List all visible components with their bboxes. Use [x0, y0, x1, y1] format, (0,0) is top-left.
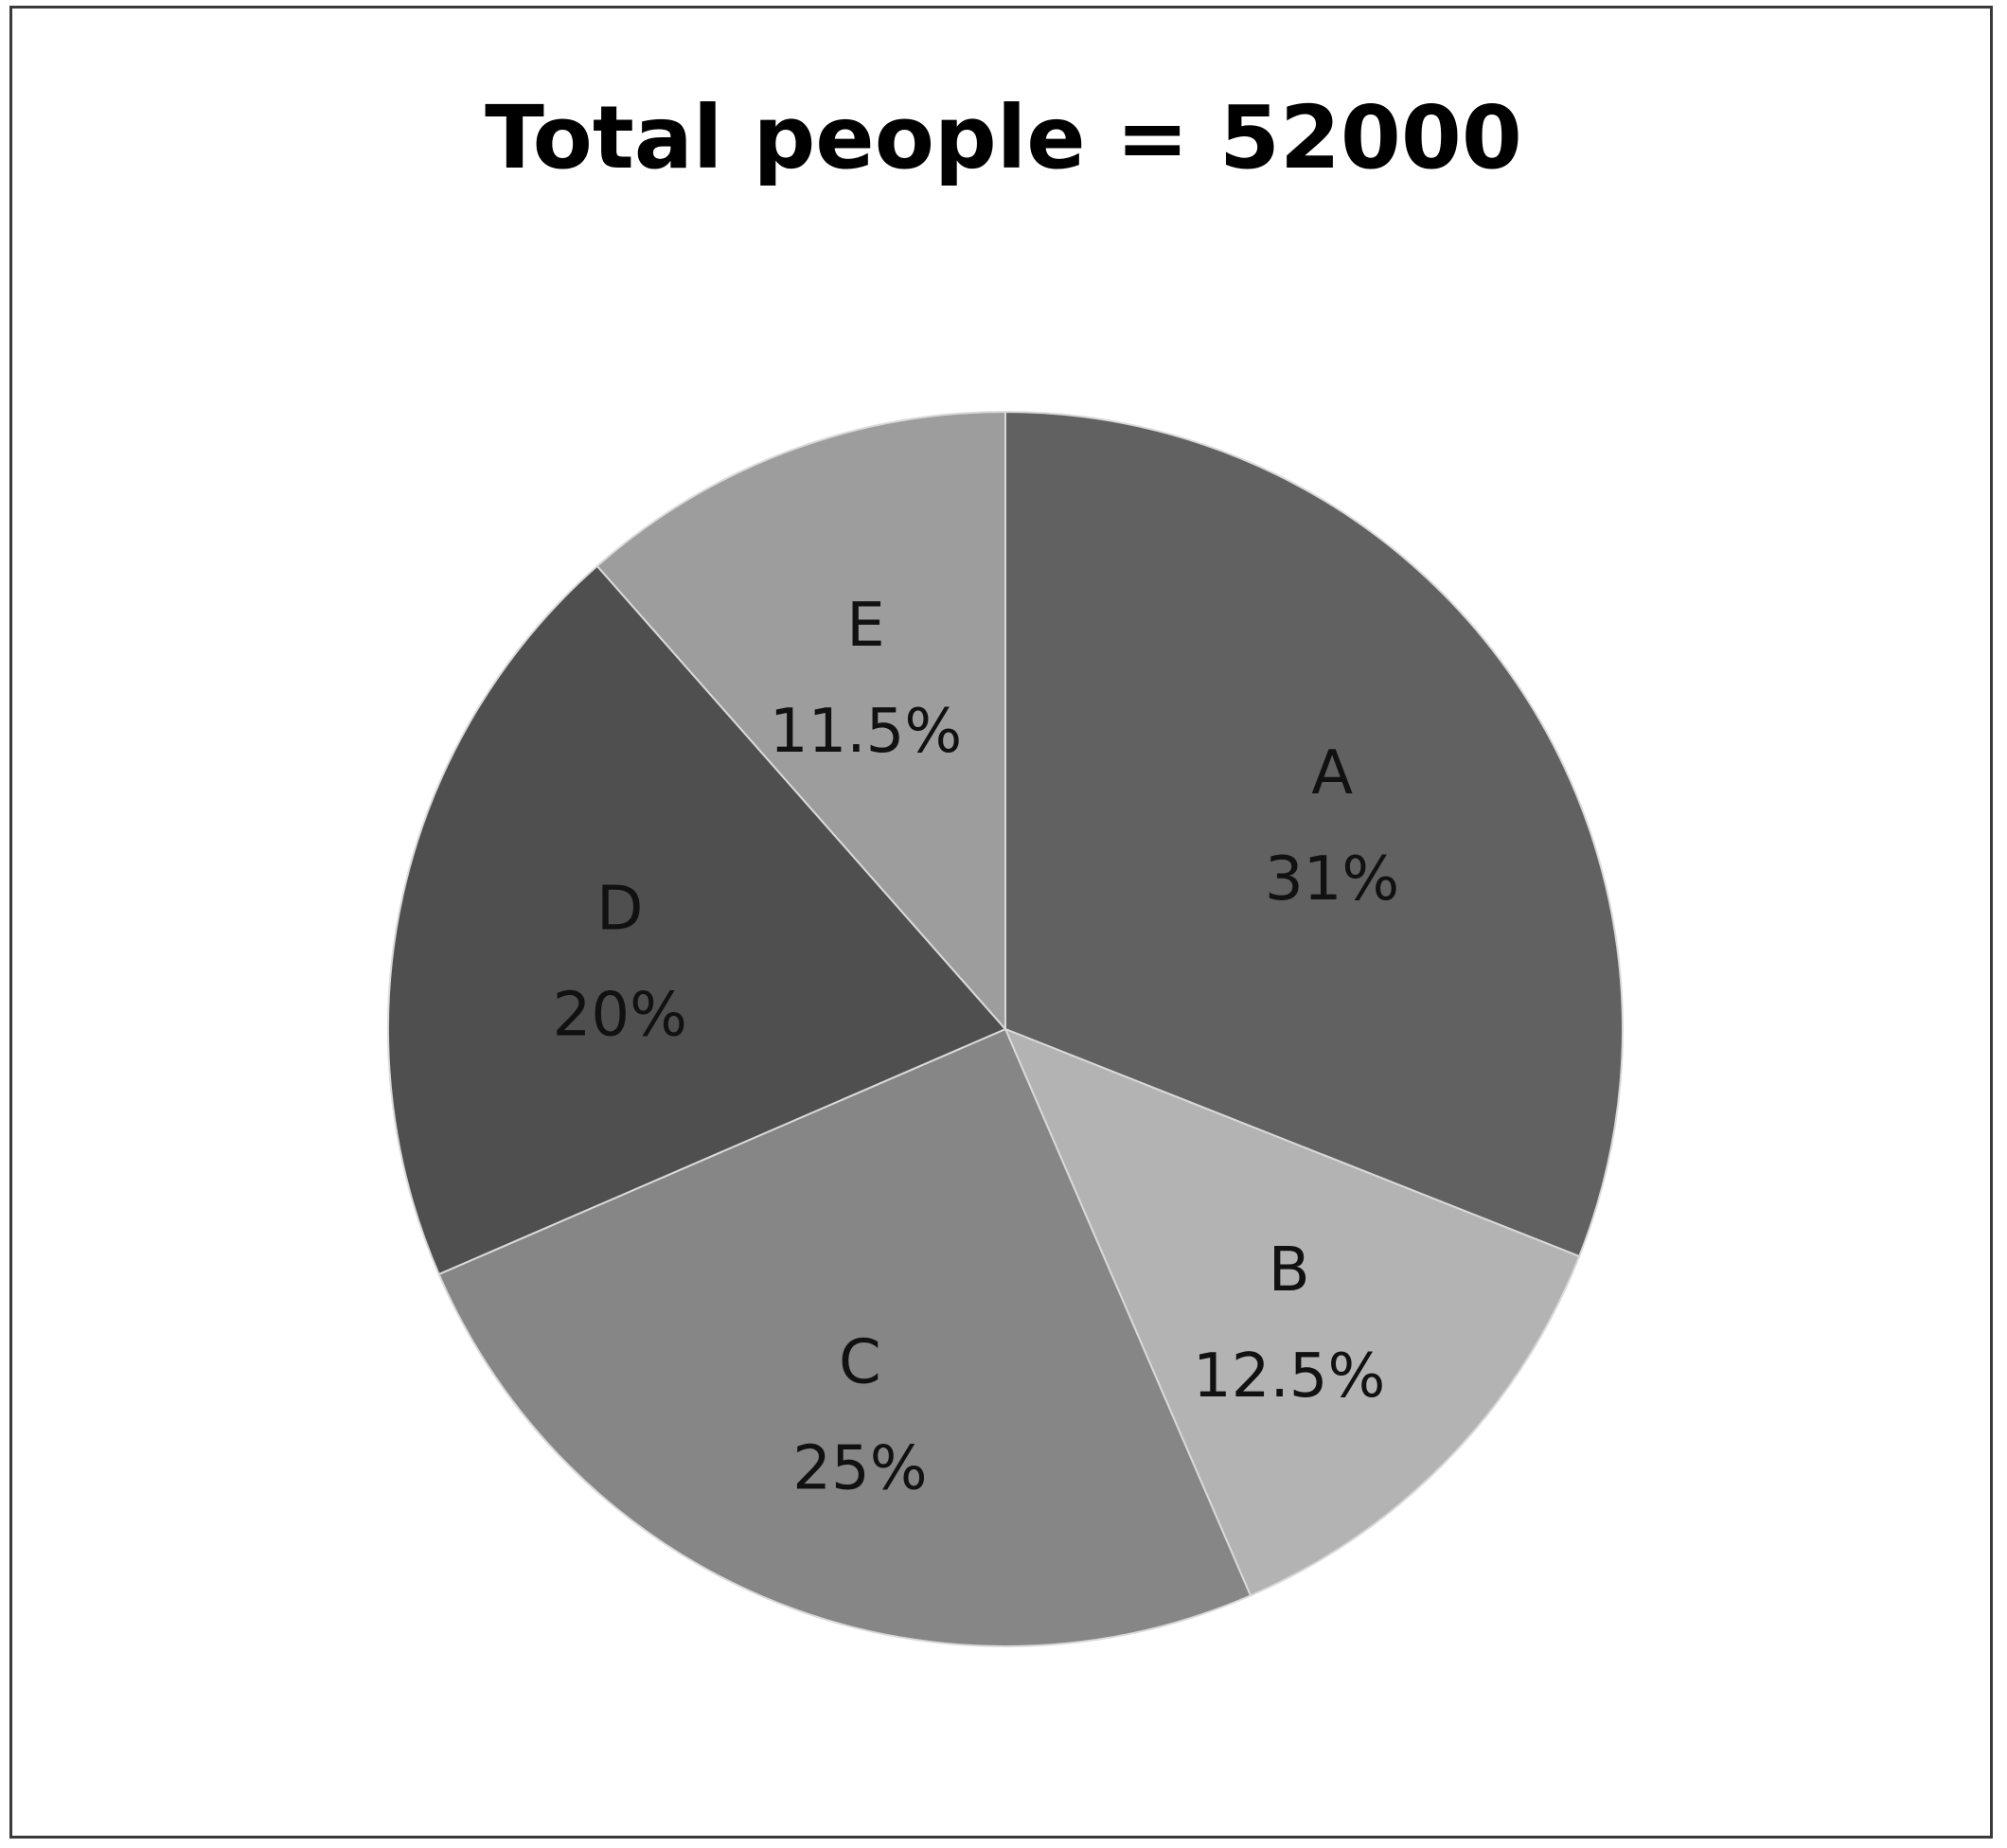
- pie-slice-a: [1004, 410, 1624, 1258]
- slice-value-label-e: 11.5%: [770, 697, 962, 767]
- slice-name-label-e: E: [846, 591, 884, 661]
- slice-name-label-a: A: [1311, 738, 1353, 808]
- slice-name-label-d: D: [596, 875, 643, 945]
- pie-slice-c: [437, 1027, 1252, 1647]
- pie-labels: A 31% B 12.5% C 25% D 20% E 11.5%: [553, 591, 1400, 1503]
- slice-name-label-b: B: [1269, 1235, 1310, 1306]
- slice-value-label-d: 20%: [553, 981, 687, 1051]
- slice-value-label-b: 12.5%: [1193, 1342, 1385, 1412]
- pie-slice-d: [387, 564, 1007, 1276]
- pie-slice-b: [1004, 1027, 1581, 1597]
- slice-name-label-c: C: [839, 1328, 881, 1398]
- pie-slice-e: [595, 410, 1006, 1032]
- slice-value-label-c: 25%: [792, 1434, 927, 1504]
- pie-slices: [387, 410, 1624, 1647]
- chart-title: Total people = 52000: [485, 87, 1522, 188]
- slice-value-label-a: 31%: [1265, 844, 1399, 915]
